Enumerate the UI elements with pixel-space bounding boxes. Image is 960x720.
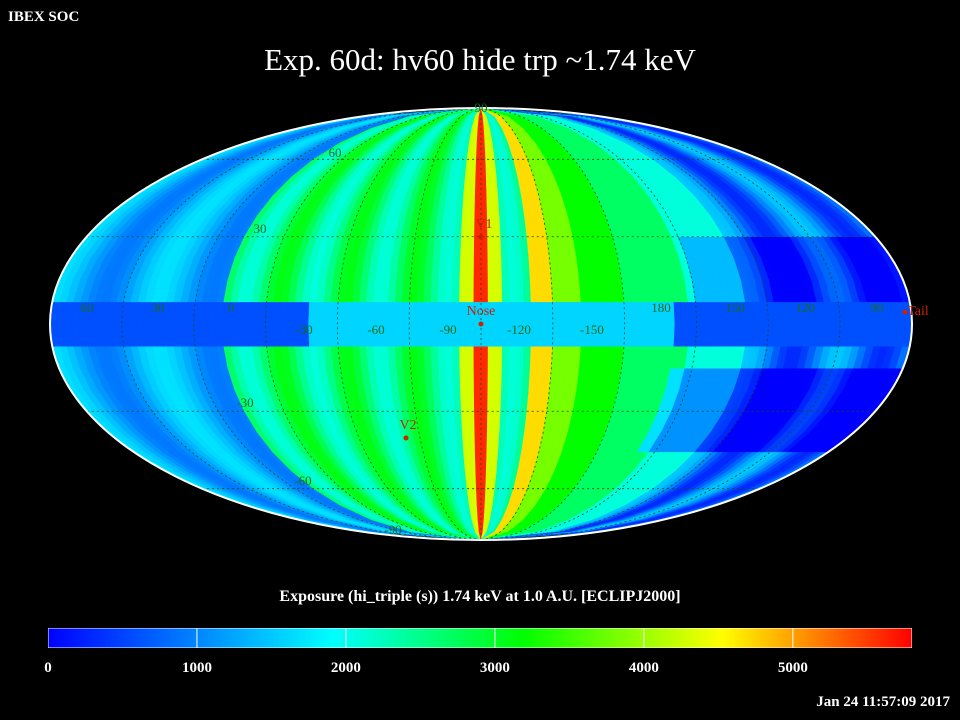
colorbar-tick: 0: [44, 660, 52, 676]
lat-label: -60: [294, 473, 311, 488]
nose-marker: [478, 321, 484, 327]
graticule-labels: 60 30 0 -30 -60 -90 -120 -150 180 150 120 90 90 60 30 -…: [81, 100, 884, 537]
lon-label: -90: [439, 322, 456, 337]
lon-label: -120: [507, 322, 531, 337]
lon-label: 90: [871, 300, 884, 315]
lon-label: 60: [81, 300, 94, 315]
org-label: IBEX SOC: [8, 9, 80, 25]
v2-marker: [403, 435, 409, 441]
lon-label: -60: [367, 322, 384, 337]
lat-label: -30: [236, 395, 253, 410]
lat-label: -90: [384, 522, 401, 537]
nose-label: Nose: [467, 304, 496, 319]
colorbar-tick: 2000: [330, 660, 361, 676]
lon-label: 120: [795, 300, 815, 315]
v2-label: V2: [399, 418, 416, 433]
lon-label: -150: [580, 322, 604, 337]
exposure-strips: [50, 108, 912, 540]
map-title: Exp. 60d: hv60 hide trp ~1.74 keV: [264, 42, 696, 77]
colorbar-tick: 3000: [479, 660, 510, 676]
colorbar: [48, 628, 912, 648]
colorbar-tick: 4000: [628, 660, 659, 676]
lat-label: 60: [329, 145, 342, 160]
markers: Nose Tail V1 V2: [399, 217, 929, 441]
lon-label: 150: [725, 300, 745, 315]
tail-label: Tail: [907, 304, 929, 319]
lon-label: 180: [651, 300, 671, 315]
map-border: [49, 107, 913, 541]
lon-label: 30: [152, 300, 165, 315]
lon-label: 0: [228, 300, 235, 315]
colorbar-label: Exposure (hi_triple (s)) 1.74 keV at 1.0…: [279, 588, 681, 605]
timestamp: Jan 24 11:57:09 2017: [816, 694, 950, 710]
colorbar-tick: 1000: [181, 660, 212, 676]
lon-label: -30: [295, 322, 312, 337]
sky-map: 60 30 0 -30 -60 -90 -120 -150 180 150 120 90 90 60 30 -…: [49, 100, 929, 541]
v1-marker: [478, 234, 484, 240]
tail-marker: [902, 309, 908, 315]
lat-label: 30: [254, 221, 267, 236]
v1-label: V1: [475, 217, 492, 232]
lat-label: 90: [475, 100, 488, 115]
colorbar-tick: 5000: [777, 660, 808, 676]
